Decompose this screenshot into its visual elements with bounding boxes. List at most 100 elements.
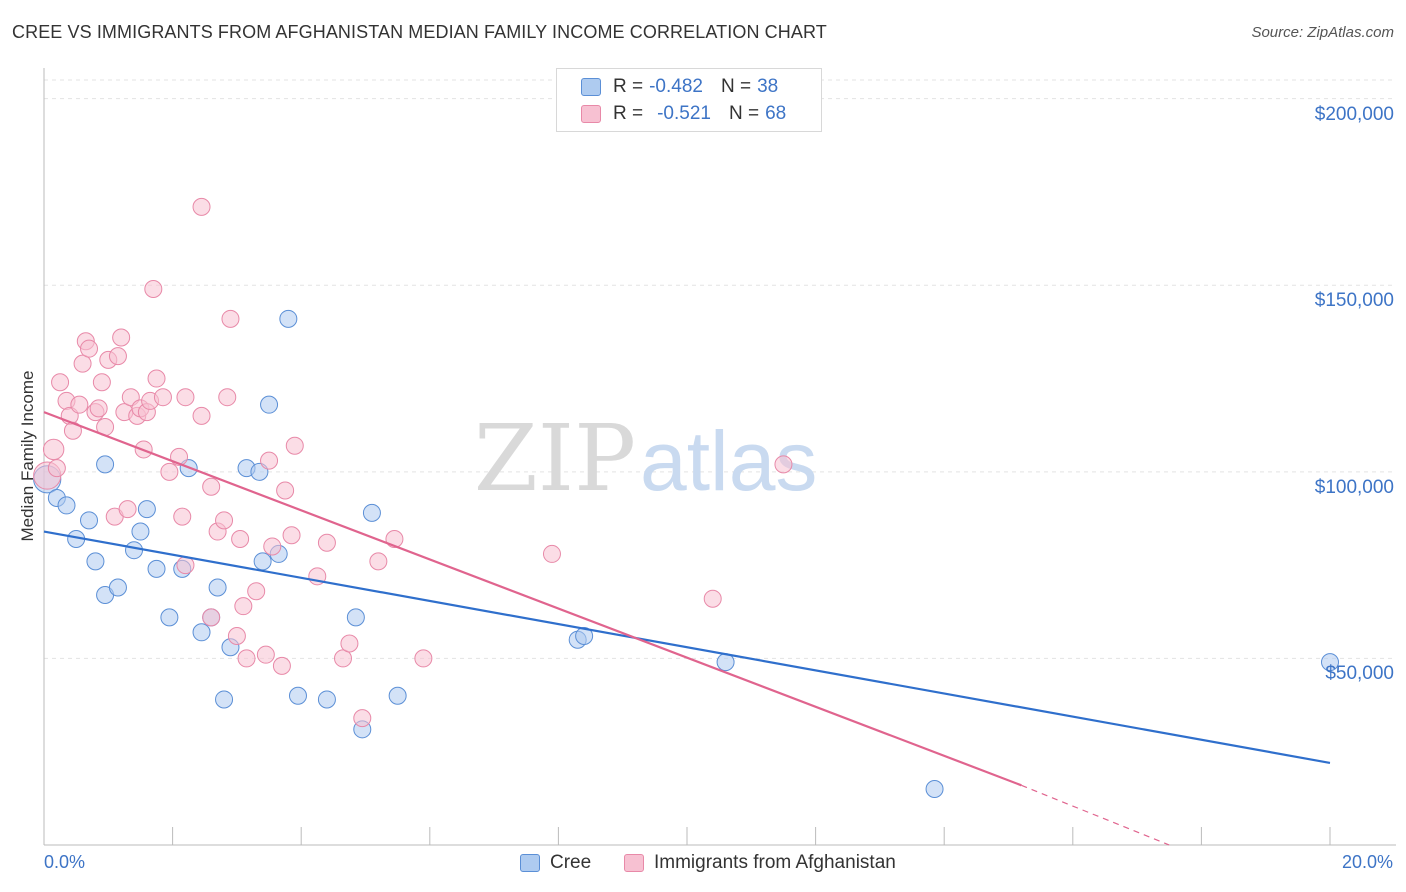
afghanistan-point (276, 481, 295, 500)
afghanistan-point (234, 597, 253, 616)
afghanistan-point (192, 406, 211, 425)
afghanistan-point (317, 533, 336, 552)
afghanistan-point (112, 328, 131, 347)
cree-point (253, 552, 272, 571)
trend-lines (43, 411, 1331, 846)
cree-points (33, 309, 1339, 799)
cree-point (925, 780, 944, 799)
afghanistan-point (282, 526, 301, 545)
afghanistan-trend-extension (1021, 784, 1170, 846)
y-tick-label: $50,000 (1325, 663, 1394, 685)
afghanistan-point (215, 511, 234, 530)
watermark: ZIP atlas (474, 405, 818, 512)
afghanistan-point (256, 645, 275, 664)
bottom-legend-afghanistan: Immigrants from Afghanistan (624, 852, 896, 874)
afghanistan-point (353, 709, 372, 728)
y-tick-label: $200,000 (1314, 103, 1394, 125)
correlation-legend: R = -0.482 N = 38 R = -0.521 N = 68 (556, 68, 822, 132)
cree-point (1321, 653, 1339, 672)
cree-point (279, 309, 298, 328)
afghanistan-point (703, 589, 722, 608)
cree-point (317, 690, 336, 709)
afghanistan-swatch (581, 105, 601, 123)
cree-point (108, 578, 127, 597)
afghanistan-point (221, 309, 240, 328)
afghanistan-trend-line (43, 411, 1022, 787)
afghanistan-point (237, 649, 256, 668)
afghanistan-point (118, 500, 137, 519)
afghanistan-points (33, 197, 793, 728)
afghanistan-swatch (624, 854, 644, 872)
legend-r-value-afghanistan: -0.521 (657, 103, 711, 124)
cree-point (131, 522, 150, 541)
cree-point (388, 686, 407, 705)
afghanistan-point (176, 388, 195, 407)
afghanistan-point (144, 279, 163, 298)
afghanistan-point (414, 649, 433, 668)
cree-point (86, 552, 105, 571)
cree-point (260, 395, 279, 414)
afghanistan-point (272, 656, 291, 675)
y-tick-label: $100,000 (1314, 476, 1394, 498)
cree-point (57, 496, 76, 515)
cree-point (80, 511, 99, 530)
cree-point (288, 686, 307, 705)
afghanistan-point (340, 634, 359, 653)
cree-point (362, 503, 381, 522)
afghanistan-point (369, 552, 388, 571)
cree-point (160, 608, 179, 627)
watermark-zip: ZIP (474, 405, 636, 512)
afghanistan-point (192, 197, 211, 216)
cree-point (125, 541, 144, 560)
legend-row-afghanistan: R = -0.521 N = 68 (581, 103, 786, 125)
afghanistan-point (92, 373, 111, 392)
afghanistan-point (73, 354, 92, 373)
x-tick-min: 0.0% (44, 852, 86, 872)
afghanistan-point (218, 388, 237, 407)
legend-n-label: N = (720, 76, 752, 97)
afghanistan-point (80, 339, 99, 358)
afghanistan-point (70, 395, 89, 414)
y-tick-label: $150,000 (1314, 290, 1394, 312)
afghanistan-point (202, 477, 221, 496)
source-label: Source: ZipAtlas.com (1251, 24, 1394, 41)
afghanistan-point (774, 455, 793, 474)
afghanistan-point (260, 451, 279, 470)
afghanistan-point (160, 462, 179, 481)
bottom-legend-cree-label: Cree (550, 852, 592, 873)
cree-trend-line (43, 530, 1331, 764)
gridlines (44, 79, 1396, 659)
cree-point (147, 559, 166, 578)
legend-row-cree: R = -0.482 N = 38 (581, 76, 778, 98)
cree-point (137, 500, 156, 519)
bottom-legend-cree: Cree (520, 852, 591, 874)
cree-point (96, 455, 115, 474)
legend-n-value-cree: 38 (757, 76, 779, 97)
afghanistan-point (231, 530, 250, 548)
cree-point (346, 608, 365, 627)
afghanistan-point (108, 347, 127, 366)
cree-swatch (581, 78, 601, 96)
legend-r-value-cree: -0.482 (649, 76, 703, 97)
afghanistan-point (202, 608, 221, 627)
afghanistan-point (173, 507, 192, 526)
cree-point (575, 627, 594, 646)
cree-swatch (520, 854, 540, 872)
chart-title: CREE VS IMMIGRANTS FROM AFGHANISTAN MEDI… (12, 22, 827, 42)
afghanistan-point (263, 537, 282, 556)
afghanistan-point (285, 436, 304, 455)
axes (43, 68, 1396, 846)
afghanistan-point (51, 373, 70, 392)
bottom-legend-afghanistan-label: Immigrants from Afghanistan (654, 852, 896, 873)
x-tick-max: 20.0% (1341, 852, 1393, 872)
afghanistan-point (247, 582, 266, 601)
afghanistan-point (542, 544, 561, 563)
cree-point (192, 623, 211, 642)
afghanistan-point (42, 438, 65, 461)
legend-n-label: N = (728, 103, 760, 124)
legend-r-label: R = (613, 76, 644, 97)
afghanistan-point (333, 649, 352, 668)
afghanistan-point (147, 369, 166, 388)
legend-r-label: R = (613, 103, 644, 124)
